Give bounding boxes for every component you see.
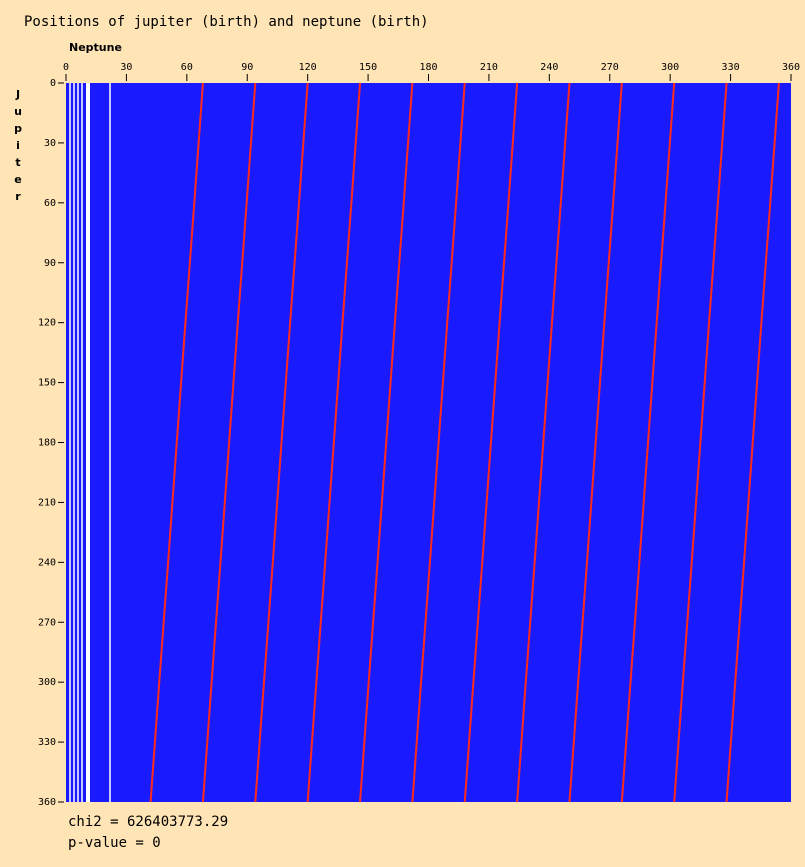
- x-tick-label: 330: [722, 62, 740, 73]
- x-tick-label: 120: [299, 62, 317, 73]
- y-tick-label: 240: [38, 557, 56, 568]
- x-tick-label: 270: [601, 62, 619, 73]
- y-tick-label: 150: [38, 378, 56, 389]
- x-tick-label: 210: [480, 62, 498, 73]
- curve: [516, 82, 571, 803]
- x-tick-label: 300: [661, 62, 679, 73]
- x-tick-label: 0: [63, 62, 69, 73]
- x-tick-label: 30: [120, 62, 132, 73]
- chart-title: Positions of jupiter (birth) and neptune…: [24, 14, 429, 30]
- curve: [463, 82, 519, 803]
- x-tick-label: 90: [241, 62, 253, 73]
- y-tick-label: 360: [38, 797, 56, 808]
- y-tick-label: 90: [44, 258, 56, 269]
- y-tick-label: 270: [38, 617, 56, 628]
- x-tick-label: 240: [540, 62, 558, 73]
- curve: [725, 82, 780, 803]
- curve: [254, 82, 309, 803]
- curve: [620, 82, 676, 803]
- x-axis-label: Neptune: [69, 41, 122, 54]
- x-tick-label: 180: [419, 62, 437, 73]
- y-tick-label: 60: [44, 198, 56, 209]
- curve: [201, 82, 257, 803]
- y-tick-label: 0: [50, 78, 56, 89]
- y-tick-label: 120: [38, 318, 56, 329]
- curve: [359, 82, 414, 803]
- curve: [411, 82, 466, 803]
- p-value-text: p-value = 0: [68, 835, 161, 851]
- chi2-text: chi2 = 626403773.29: [68, 814, 228, 830]
- y-axis-label: Jupiter: [12, 88, 25, 207]
- x-tick-label: 360: [782, 62, 800, 73]
- plot-area: [66, 83, 791, 802]
- curve: [568, 82, 623, 803]
- curve: [149, 82, 204, 803]
- x-tick-label: 60: [181, 62, 193, 73]
- y-tick-label: 300: [38, 677, 56, 688]
- curve: [306, 82, 362, 803]
- y-tick-label: 210: [38, 497, 56, 508]
- y-tick-label: 30: [44, 138, 56, 149]
- y-tick-label: 180: [38, 438, 56, 449]
- curve: [673, 82, 728, 803]
- y-tick-label: 330: [38, 737, 56, 748]
- x-tick-label: 150: [359, 62, 377, 73]
